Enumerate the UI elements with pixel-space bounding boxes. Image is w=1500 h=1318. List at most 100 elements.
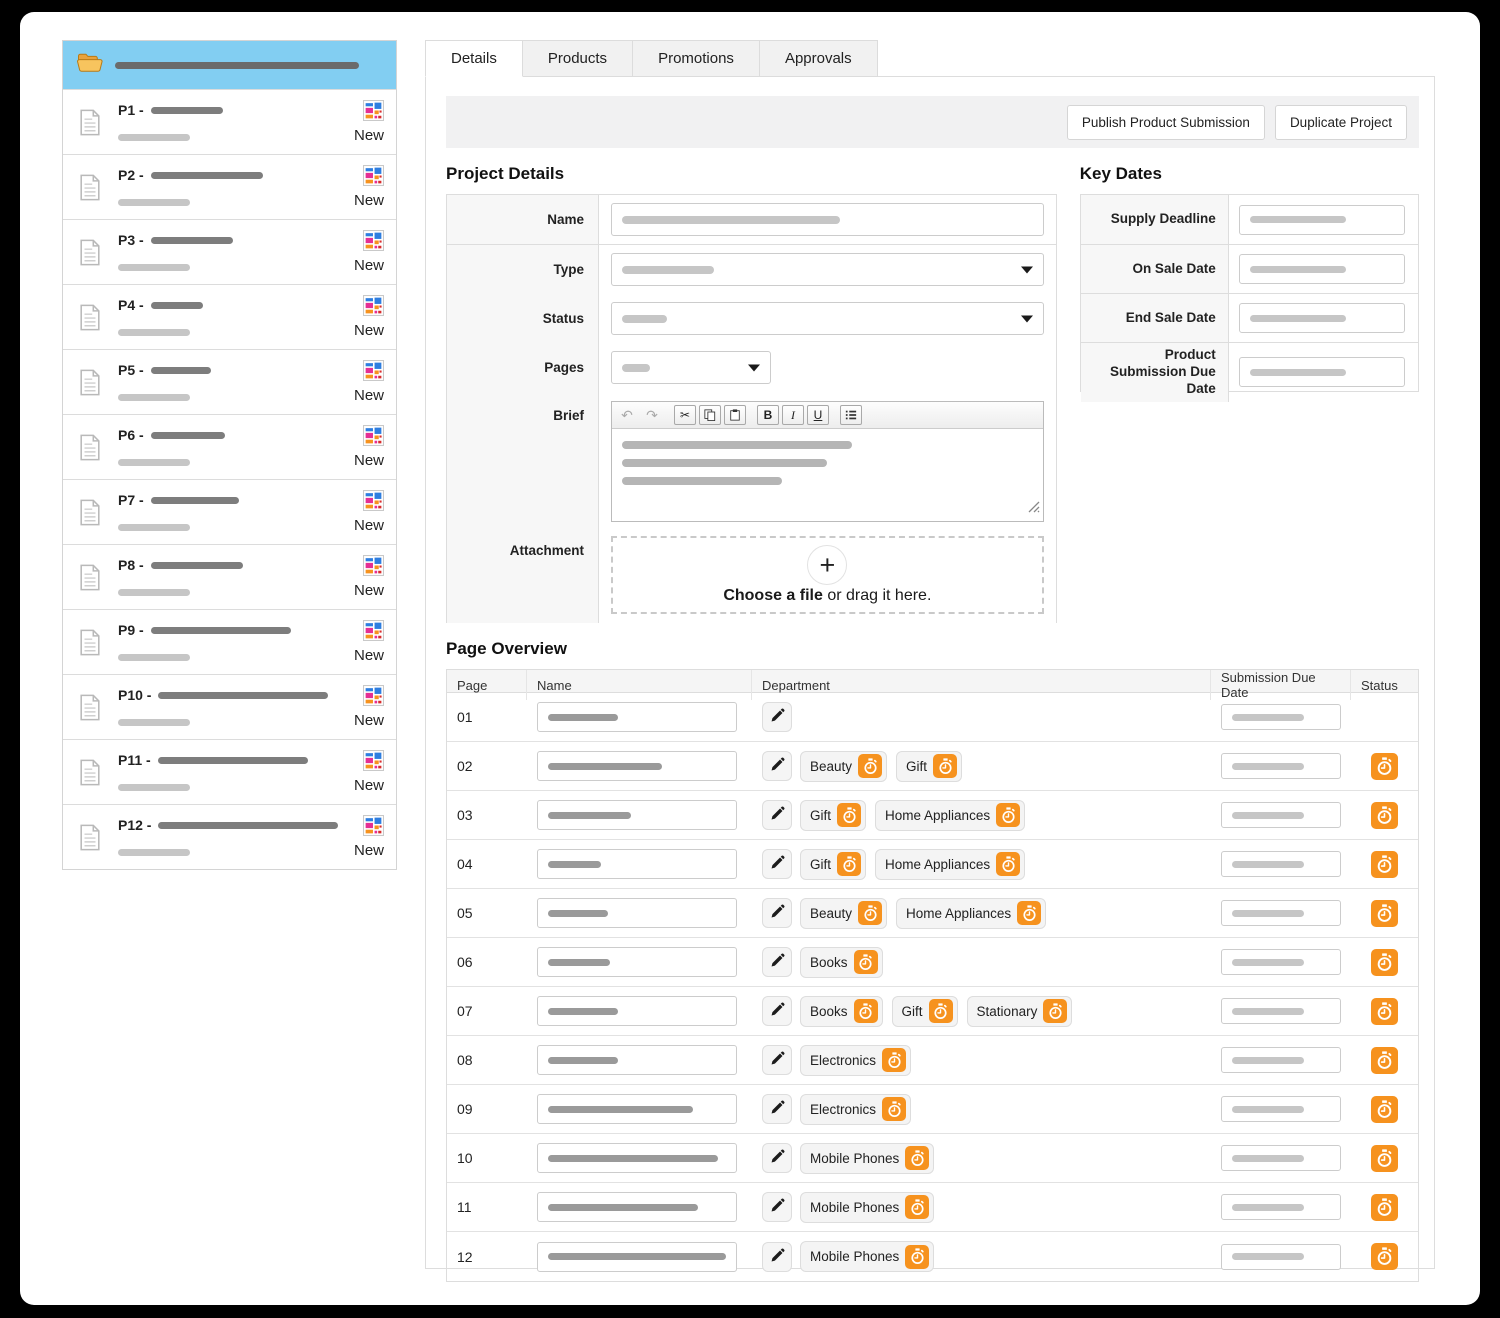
submission-due-date-input[interactable] [1221, 802, 1341, 828]
duplicate-project-button[interactable]: Duplicate Project [1274, 104, 1407, 140]
submission-due-date-input[interactable] [1221, 1194, 1341, 1220]
department-tag[interactable]: Mobile Phones [800, 1191, 935, 1223]
page-name-input[interactable] [537, 800, 737, 830]
file-dropzone[interactable]: + Choose a file or drag it here. [611, 536, 1044, 614]
page-name-input[interactable] [537, 898, 737, 928]
copy-icon[interactable] [699, 405, 721, 425]
department-tag[interactable]: Gift [896, 750, 963, 782]
submission-due-date-input[interactable] [1221, 949, 1341, 975]
department-tag[interactable]: Home Appliances [896, 897, 1047, 929]
page-name-input[interactable] [537, 849, 737, 879]
cut-icon[interactable]: ✂ [674, 405, 696, 425]
pencil-icon [768, 1196, 787, 1218]
choose-file-link[interactable]: Choose a file [723, 587, 823, 604]
department-tag[interactable]: Beauty [800, 750, 888, 782]
sidebar-page-item[interactable]: P2 - New [63, 154, 396, 219]
edit-department-button[interactable] [762, 751, 792, 781]
key-date-input[interactable] [1238, 303, 1405, 333]
sidebar-page-item[interactable]: P12 - New [63, 804, 396, 869]
department-tag[interactable]: Gift [800, 848, 867, 880]
tab-approvals[interactable]: Approvals [759, 40, 878, 77]
edit-department-button[interactable] [762, 849, 792, 879]
undo-icon[interactable]: ↶ [616, 405, 638, 425]
submission-due-date-input[interactable] [1221, 851, 1341, 877]
sidebar-page-item[interactable]: P9 - New [63, 609, 396, 674]
key-date-input[interactable] [1238, 357, 1405, 388]
edit-department-button[interactable] [762, 1094, 792, 1124]
sidebar-page-item[interactable]: P1 - New [63, 89, 396, 154]
edit-department-button[interactable] [762, 1192, 792, 1222]
action-bar: Publish Product Submission Duplicate Pro… [446, 96, 1419, 148]
page-layout-icon [363, 165, 384, 191]
edit-department-button[interactable] [762, 1143, 792, 1173]
page-name-input[interactable] [537, 1143, 737, 1173]
italic-button[interactable]: I [782, 405, 804, 425]
details-panel: Publish Product Submission Duplicate Pro… [425, 76, 1435, 1282]
submission-due-date-input[interactable] [1221, 753, 1341, 779]
edit-department-button[interactable] [762, 947, 792, 977]
sidebar-page-item[interactable]: P8 - New [63, 544, 396, 609]
page-name-input[interactable] [537, 1094, 737, 1124]
sidebar-page-item[interactable]: P3 - New [63, 219, 396, 284]
edit-department-button[interactable] [762, 1045, 792, 1075]
timer-icon [1043, 999, 1068, 1023]
department-tag[interactable]: Electronics [800, 1044, 912, 1076]
edit-department-button[interactable] [762, 1241, 792, 1272]
bold-button[interactable]: B [757, 405, 779, 425]
department-tag[interactable]: Electronics [800, 1093, 912, 1125]
sidebar-page-item[interactable]: P7 - New [63, 479, 396, 544]
submission-due-date-input[interactable] [1221, 998, 1341, 1024]
submission-due-date-input[interactable] [1221, 704, 1341, 730]
department-tag[interactable]: Books [800, 946, 883, 978]
project-folder-header[interactable] [63, 41, 396, 89]
name-input[interactable] [611, 203, 1044, 236]
sidebar-page-item[interactable]: P11 - New [63, 739, 396, 804]
submission-due-date-input[interactable] [1221, 900, 1341, 926]
key-date-input[interactable] [1238, 204, 1405, 235]
pencil-icon [768, 902, 787, 924]
department-tag[interactable]: Beauty [800, 897, 888, 929]
page-layout-icon [363, 555, 384, 581]
sidebar-page-item[interactable]: P10 - New [63, 674, 396, 739]
sidebar-page-item[interactable]: P4 - New [63, 284, 396, 349]
department-tag[interactable]: Books [800, 995, 883, 1027]
paste-icon[interactable] [724, 405, 746, 425]
bullet-list-icon[interactable] [840, 405, 862, 425]
sidebar-page-item[interactable]: P5 - New [63, 349, 396, 414]
submission-due-date-input[interactable] [1221, 1145, 1341, 1171]
department-tag[interactable]: Gift [800, 799, 867, 831]
submission-due-date-input[interactable] [1221, 1096, 1341, 1122]
redo-icon[interactable]: ↷ [641, 405, 663, 425]
sidebar-page-item[interactable]: P6 - New [63, 414, 396, 479]
resize-handle[interactable] [1028, 500, 1040, 518]
edit-department-button[interactable] [762, 898, 792, 928]
type-select[interactable] [611, 253, 1044, 286]
department-tag[interactable]: Mobile Phones [800, 1241, 935, 1272]
page-name-input[interactable] [537, 1045, 737, 1075]
page-name-input[interactable] [537, 702, 737, 732]
submission-due-date-input[interactable] [1221, 1243, 1341, 1270]
underline-button[interactable]: U [807, 405, 829, 425]
status-select[interactable] [611, 302, 1044, 335]
publish-product-submission-button[interactable]: Publish Product Submission [1066, 104, 1265, 140]
submission-due-date-input[interactable] [1221, 1047, 1341, 1073]
department-tag[interactable]: Home Appliances [875, 848, 1026, 880]
tab-promotions[interactable]: Promotions [633, 40, 760, 77]
pages-select[interactable] [611, 351, 771, 384]
edit-department-button[interactable] [762, 996, 792, 1026]
page-name-input[interactable] [537, 751, 737, 781]
page-name-input[interactable] [537, 947, 737, 977]
department-tag[interactable]: Mobile Phones [800, 1142, 935, 1174]
page-name-input[interactable] [537, 1241, 737, 1272]
department-tag[interactable]: Gift [891, 995, 958, 1027]
tab-details[interactable]: Details [425, 40, 523, 77]
page-name-input[interactable] [537, 1192, 737, 1222]
brief-textarea[interactable] [612, 429, 1043, 521]
edit-department-button[interactable] [762, 702, 792, 732]
tab-products[interactable]: Products [522, 40, 634, 77]
key-date-input[interactable] [1238, 254, 1405, 284]
page-name-input[interactable] [537, 996, 737, 1026]
department-tag[interactable]: Home Appliances [875, 799, 1026, 831]
department-tag[interactable]: Stationary [966, 995, 1073, 1027]
edit-department-button[interactable] [762, 800, 792, 830]
